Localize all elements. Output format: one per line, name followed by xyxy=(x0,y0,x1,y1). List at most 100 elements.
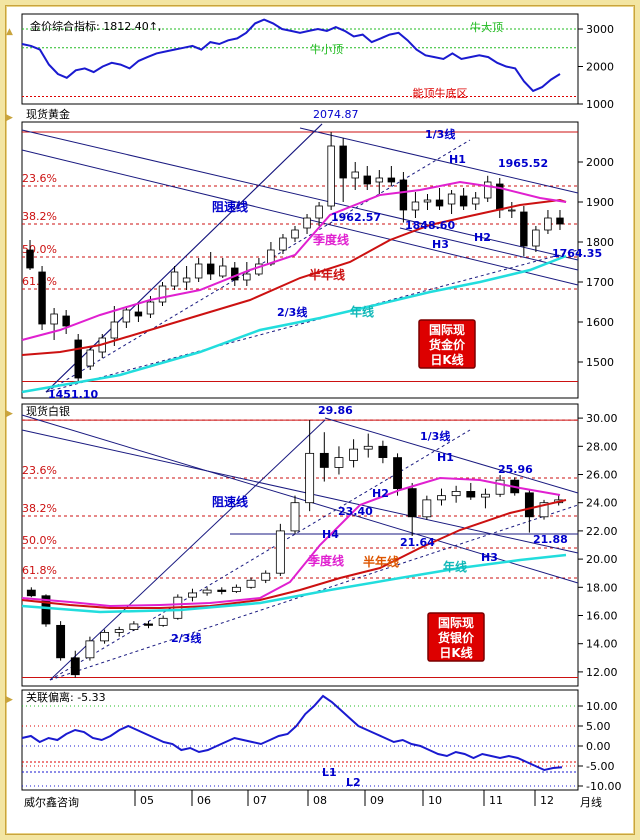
candle-body xyxy=(305,452,315,504)
price-label: 1962.57 xyxy=(331,211,381,224)
price-badge xyxy=(427,612,485,662)
y-tick-label: 16.00 xyxy=(586,610,618,623)
channel-line xyxy=(21,429,579,554)
panel-frame xyxy=(21,121,579,399)
price-label: 29.86 xyxy=(318,404,353,417)
line-label: 1/3线 xyxy=(420,429,450,443)
fib-label: 23.6% xyxy=(22,464,57,477)
candle-body xyxy=(393,457,402,489)
line-label: H2 xyxy=(372,487,389,500)
candle-body xyxy=(188,592,197,598)
candle-body xyxy=(423,199,432,203)
candle-body xyxy=(86,349,94,367)
candle-body xyxy=(122,309,131,323)
candle-body xyxy=(62,315,70,327)
y-tick-label: 1500 xyxy=(586,356,614,369)
source-label: 威尔鑫咨询 xyxy=(24,795,79,809)
y-tick-label: 12.00 xyxy=(586,666,618,679)
ma-label: 半年线 xyxy=(363,554,399,569)
y-tick-label: 10.00 xyxy=(586,700,618,713)
ma-label: 季度线 xyxy=(312,232,349,247)
candle-body xyxy=(134,311,143,317)
line-label: 阻速线 xyxy=(212,494,248,509)
candle-body xyxy=(206,263,215,275)
badge-text: 国际现 xyxy=(438,616,474,630)
y-tick-label: 26.00 xyxy=(586,469,618,482)
line-label: H1 xyxy=(449,153,466,166)
line-label: H3 xyxy=(432,238,449,251)
panel-title: 现货黄金 xyxy=(26,107,70,121)
candle-body xyxy=(291,229,299,239)
line-label: L2 xyxy=(346,776,361,789)
candle-body xyxy=(303,217,311,229)
candle-body xyxy=(363,175,371,185)
ref-label: 牛小顶 xyxy=(310,42,343,56)
fib-label: 61.8% xyxy=(22,564,57,577)
candle-body xyxy=(170,271,179,287)
badge-text: 日K线 xyxy=(439,645,472,660)
candle-body xyxy=(451,491,461,497)
candle-body xyxy=(231,586,241,592)
line-label: H2 xyxy=(474,231,491,244)
candle-body xyxy=(363,445,373,450)
candle-body xyxy=(144,623,153,626)
candle-body xyxy=(231,267,239,281)
panel-frame xyxy=(21,403,579,687)
price-label: 25.96 xyxy=(498,463,533,476)
y-tick-label: 18.00 xyxy=(586,581,618,594)
series-line xyxy=(21,18,561,93)
line-label: H1 xyxy=(437,451,454,464)
candle-body xyxy=(495,479,505,495)
candle-body xyxy=(275,530,285,574)
candle-body xyxy=(38,271,46,325)
candle-body xyxy=(202,589,212,594)
price-label: 1764.35 xyxy=(552,247,602,260)
candle-body xyxy=(435,199,444,207)
candle-body xyxy=(243,273,251,281)
side-mark: ▶ xyxy=(6,695,13,705)
y-tick-label: 1700 xyxy=(586,276,614,289)
y-tick-label: 0.00 xyxy=(586,740,611,753)
candle-body xyxy=(471,197,480,205)
ref-label: 能顶牛底区 xyxy=(413,86,468,100)
channel-line xyxy=(45,249,579,393)
period-label: 月线 xyxy=(580,795,602,809)
x-tick-label: 09 xyxy=(370,794,384,807)
line-label: L1 xyxy=(322,766,337,779)
candle-body xyxy=(532,229,540,247)
y-tick-label: 14.00 xyxy=(586,638,618,651)
y-tick-label: 2000 xyxy=(586,156,614,169)
candle-body xyxy=(378,445,388,458)
x-tick-label: 08 xyxy=(313,794,327,807)
ma-label: 半年线 xyxy=(309,267,345,282)
side-mark: ▲ xyxy=(6,27,13,37)
candle-body xyxy=(50,313,58,325)
panel-frame xyxy=(21,689,579,791)
candle-body xyxy=(26,589,36,597)
y-tick-label: 5.00 xyxy=(586,720,611,733)
channel-line xyxy=(21,149,579,286)
ref-label: 牛大顶 xyxy=(470,20,503,34)
price-label: 21.64 xyxy=(400,536,435,549)
fib-label: 50.0% xyxy=(22,534,57,547)
candle-body xyxy=(319,452,329,468)
badge-text: 日K线 xyxy=(430,352,463,367)
candle-body xyxy=(146,301,155,315)
x-tick-label: 07 xyxy=(253,794,267,807)
y-tick-label: 1600 xyxy=(586,316,614,329)
candle-body xyxy=(524,492,534,518)
line-label: 2/3线 xyxy=(277,305,307,319)
ma-quarter-line xyxy=(21,180,567,341)
candle-body xyxy=(481,493,490,498)
side-mark: ▶ xyxy=(6,409,13,419)
y-tick-label: 22.00 xyxy=(586,525,618,538)
price-badge xyxy=(418,319,476,369)
candle-body xyxy=(217,589,227,592)
y-tick-label: 1800 xyxy=(586,236,614,249)
candle-body xyxy=(422,499,432,518)
y-tick-label: 1900 xyxy=(586,196,614,209)
panel-title: 现货白银 xyxy=(26,404,70,418)
ma-half-line xyxy=(21,198,567,356)
